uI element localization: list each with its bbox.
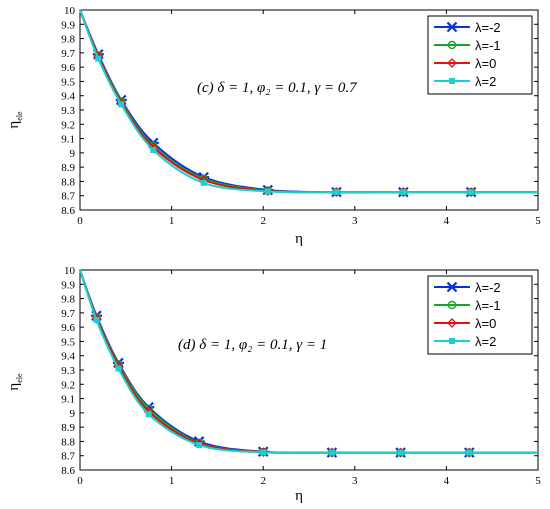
- y-tick-label: 8.6: [61, 205, 75, 217]
- x-tick-label: 4: [444, 215, 450, 227]
- x-tick-label: 5: [535, 475, 541, 487]
- y-tick-label: 9.5: [61, 336, 75, 348]
- legend-label: λ=-1: [475, 298, 501, 313]
- data-point: [150, 147, 157, 153]
- x-tick-label: 2: [260, 475, 266, 487]
- y-tick-label: 9.8: [61, 34, 75, 46]
- data-point: [468, 189, 475, 196]
- legend-label: λ=0: [475, 56, 496, 71]
- x-tick-label: 2: [260, 215, 266, 227]
- y-tick-label: 9.5: [61, 76, 75, 88]
- y-tick-label: 9.1: [61, 134, 75, 146]
- y-tick-label: 8.9: [61, 422, 75, 434]
- series-line: [79, 9, 538, 194]
- y-tick-label: 8.8: [61, 436, 75, 448]
- y-tick-label: 10: [64, 5, 76, 17]
- legend-marker: [447, 318, 457, 328]
- x-tick-label: 3: [352, 215, 358, 227]
- x-tick-label: 1: [169, 215, 175, 227]
- legend-marker: [447, 40, 457, 50]
- y-tick-label: 9.2: [61, 379, 75, 391]
- y-tick-label: 9.3: [61, 105, 75, 117]
- x-tick-label: 3: [352, 475, 358, 487]
- data-point: [118, 101, 125, 108]
- y-tick-label: 9.1: [61, 394, 75, 406]
- y-tick-label: 10: [64, 265, 76, 277]
- x-tick-label: 4: [444, 475, 450, 487]
- y-tick-label: 9.9: [61, 19, 75, 31]
- legend-label: λ=0: [475, 316, 496, 331]
- panel-annotation: (d) δ = 1, φ₂ = 0.1, γ = 1: [178, 337, 327, 353]
- legend-label: λ=2: [475, 74, 496, 89]
- data-point: [333, 189, 340, 196]
- y-tick-label: 9.9: [61, 279, 75, 291]
- data-point: [93, 317, 100, 323]
- x-tick-label: 0: [77, 475, 83, 487]
- y-tick-label: 9.6: [61, 322, 75, 334]
- data-point: [264, 188, 271, 195]
- y-axis-label: ηele: [6, 373, 24, 391]
- data-point: [400, 189, 407, 196]
- data-point: [145, 411, 152, 418]
- legend-marker: [446, 21, 458, 33]
- data-point: [115, 365, 122, 372]
- y-axis-label: ηele: [6, 111, 24, 129]
- y-tick-label: 9.4: [61, 351, 75, 363]
- y-tick-label: 8.9: [61, 162, 75, 174]
- y-tick-label: 8.8: [61, 176, 75, 188]
- data-point: [328, 449, 335, 456]
- legend-marker: [449, 338, 455, 344]
- x-tick-label: 5: [535, 215, 541, 227]
- data-point: [95, 55, 102, 62]
- legend-label: λ=-2: [475, 280, 501, 295]
- y-tick-label: 9: [70, 408, 76, 420]
- y-tick-label: 9.2: [61, 119, 75, 131]
- x-axis-label: η: [295, 488, 303, 504]
- y-tick-label: 9.3: [61, 365, 75, 377]
- x-tick-label: 1: [169, 475, 175, 487]
- y-tick-label: 8.7: [61, 451, 75, 463]
- y-tick-label: 8.7: [61, 191, 75, 203]
- y-tick-label: 9.4: [61, 91, 75, 103]
- y-tick-label: 9.6: [61, 62, 75, 74]
- data-point: [260, 449, 267, 456]
- y-axis-label-subscript: ele: [15, 373, 24, 383]
- data-point: [200, 179, 207, 186]
- legend-marker: [447, 58, 457, 68]
- y-tick-label: 9.8: [61, 294, 75, 306]
- legend-label: λ=2: [475, 334, 496, 349]
- legend-label: λ=-1: [475, 38, 501, 53]
- legend-marker: [447, 300, 457, 310]
- x-tick-label: 0: [77, 215, 83, 227]
- y-axis-label-subscript: ele: [15, 111, 24, 121]
- legend-marker: [449, 78, 455, 84]
- legend-marker: [446, 281, 458, 293]
- legend-label: λ=-2: [475, 20, 501, 35]
- series-line: [79, 269, 538, 455]
- y-tick-label: 9.7: [61, 308, 75, 320]
- x-axis-label: η: [295, 231, 303, 247]
- y-tick-label: 9: [70, 148, 76, 160]
- y-tick-label: 8.6: [61, 465, 75, 477]
- y-tick-label: 9.7: [61, 48, 75, 60]
- data-point: [397, 449, 404, 456]
- chart-panel-d: 8.6 8.7 8.8 8.9 9 9.1 9.2 9.3 9.4 9.5 9.6 9.7 9.8 9.9…: [6, 265, 541, 504]
- panel-annotation: (c) δ = 1, φ₂ = 0.1, γ = 0.7: [197, 80, 358, 96]
- data-point: [466, 449, 473, 456]
- chart-panel-c: 8.6 8.7 8.8 8.9 9 9.1 9.2 9.3 9.4 9.5 9.6 9.7 9.8 9.9…: [6, 5, 541, 247]
- data-point: [196, 442, 203, 448]
